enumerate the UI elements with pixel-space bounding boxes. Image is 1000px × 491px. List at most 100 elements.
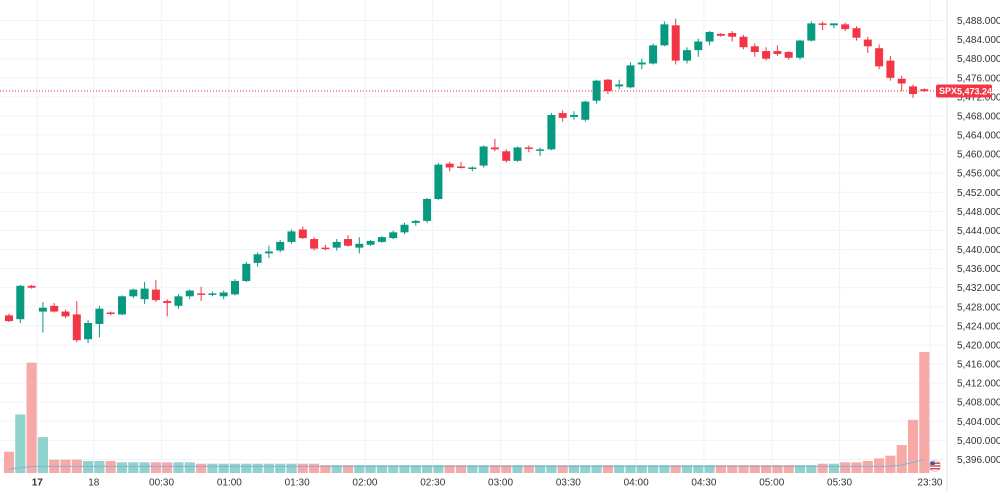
candle[interactable] bbox=[818, 21, 827, 31]
candle-body bbox=[547, 115, 556, 150]
candle[interactable] bbox=[807, 21, 816, 42]
candle[interactable] bbox=[592, 79, 601, 104]
candle[interactable] bbox=[174, 294, 183, 309]
candle[interactable] bbox=[490, 138, 499, 152]
candle[interactable] bbox=[16, 284, 25, 324]
candle[interactable] bbox=[694, 38, 703, 57]
candle[interactable] bbox=[626, 62, 635, 89]
candle[interactable] bbox=[276, 240, 285, 253]
candle[interactable] bbox=[377, 236, 386, 243]
candle[interactable] bbox=[208, 291, 217, 297]
candle[interactable] bbox=[366, 240, 375, 246]
candle[interactable] bbox=[728, 31, 737, 42]
candle[interactable] bbox=[457, 161, 465, 169]
time-tick-label: 00:30 bbox=[149, 478, 174, 489]
candle[interactable] bbox=[897, 75, 906, 92]
candle[interactable] bbox=[355, 237, 364, 254]
candle[interactable] bbox=[253, 252, 262, 267]
candle[interactable] bbox=[558, 110, 567, 122]
candle[interactable] bbox=[841, 22, 850, 32]
candle[interactable] bbox=[389, 230, 398, 240]
candle-body bbox=[366, 240, 375, 245]
candle[interactable] bbox=[796, 39, 804, 60]
candle[interactable] bbox=[773, 45, 782, 56]
candle[interactable] bbox=[875, 44, 884, 70]
candle[interactable] bbox=[298, 226, 307, 240]
candle[interactable] bbox=[445, 161, 454, 172]
candle[interactable] bbox=[852, 26, 861, 41]
candle[interactable] bbox=[784, 51, 793, 60]
volume-bar bbox=[320, 465, 331, 473]
candle[interactable] bbox=[829, 23, 838, 29]
candle[interactable] bbox=[27, 284, 36, 289]
candle[interactable] bbox=[264, 245, 273, 259]
candle[interactable] bbox=[118, 295, 126, 316]
candle[interactable] bbox=[660, 21, 669, 47]
candle[interactable] bbox=[716, 32, 725, 37]
candle[interactable] bbox=[61, 309, 70, 319]
candle[interactable] bbox=[649, 43, 658, 65]
candle[interactable] bbox=[547, 113, 556, 151]
candle[interactable] bbox=[739, 34, 748, 50]
candle-layer[interactable] bbox=[5, 18, 929, 344]
candle[interactable] bbox=[287, 229, 296, 244]
time-axis[interactable]: 17 18 00:30 01:00 01:30 02:00 02:30 03:00 03:30 0… bbox=[32, 478, 943, 489]
candle[interactable] bbox=[603, 78, 612, 95]
flag-canton bbox=[930, 461, 935, 465]
candle[interactable] bbox=[434, 162, 443, 200]
candle[interactable] bbox=[95, 305, 104, 338]
candle[interactable] bbox=[468, 166, 477, 172]
candle[interactable] bbox=[197, 286, 206, 302]
candle[interactable] bbox=[762, 47, 771, 61]
candle[interactable] bbox=[886, 55, 895, 81]
price-tick-label: 5,424.000 bbox=[957, 321, 1000, 332]
price-tick-label: 5,488.000 bbox=[957, 16, 1000, 27]
flag-stripe bbox=[930, 468, 940, 470]
candle[interactable] bbox=[570, 111, 578, 120]
candle[interactable] bbox=[344, 235, 352, 247]
candle-body bbox=[468, 167, 477, 169]
candle[interactable] bbox=[479, 145, 488, 168]
volume-bar bbox=[422, 465, 433, 473]
candle[interactable] bbox=[72, 301, 81, 343]
candle[interactable] bbox=[411, 219, 420, 226]
candle[interactable] bbox=[513, 146, 522, 162]
candle[interactable] bbox=[310, 237, 319, 251]
candle[interactable] bbox=[400, 222, 409, 235]
candle[interactable] bbox=[50, 302, 59, 313]
price-axis[interactable]: 5,396.000 5,400.000 5,404.000 5,408.000 5,41… bbox=[946, 0, 1000, 491]
candle[interactable] bbox=[502, 149, 511, 163]
candle[interactable] bbox=[536, 147, 545, 157]
candle[interactable] bbox=[683, 47, 691, 64]
us-flag-icon[interactable] bbox=[929, 460, 941, 472]
candle[interactable] bbox=[581, 100, 590, 122]
candle[interactable] bbox=[423, 198, 432, 223]
candle[interactable] bbox=[231, 279, 239, 296]
candle[interactable] bbox=[5, 313, 13, 323]
candle[interactable] bbox=[219, 290, 228, 300]
candle[interactable] bbox=[524, 145, 533, 153]
candle[interactable] bbox=[38, 302, 47, 333]
candle[interactable] bbox=[106, 311, 115, 316]
candle[interactable] bbox=[863, 36, 872, 53]
candle[interactable] bbox=[84, 320, 93, 344]
candle[interactable] bbox=[185, 289, 194, 300]
candle[interactable] bbox=[705, 31, 714, 46]
candle[interactable] bbox=[242, 261, 251, 282]
candle[interactable] bbox=[615, 79, 624, 90]
candle[interactable] bbox=[321, 244, 330, 251]
candle[interactable] bbox=[163, 299, 172, 317]
candle-body bbox=[694, 41, 703, 51]
candle-body bbox=[490, 147, 499, 150]
candle[interactable] bbox=[671, 18, 680, 65]
candle[interactable] bbox=[750, 43, 759, 57]
candle[interactable] bbox=[140, 281, 149, 304]
candle[interactable] bbox=[637, 58, 646, 70]
candle[interactable] bbox=[151, 280, 160, 303]
volume-bar bbox=[467, 465, 478, 473]
candle[interactable] bbox=[920, 88, 929, 93]
candle[interactable] bbox=[332, 239, 341, 251]
candle[interactable] bbox=[129, 288, 138, 299]
